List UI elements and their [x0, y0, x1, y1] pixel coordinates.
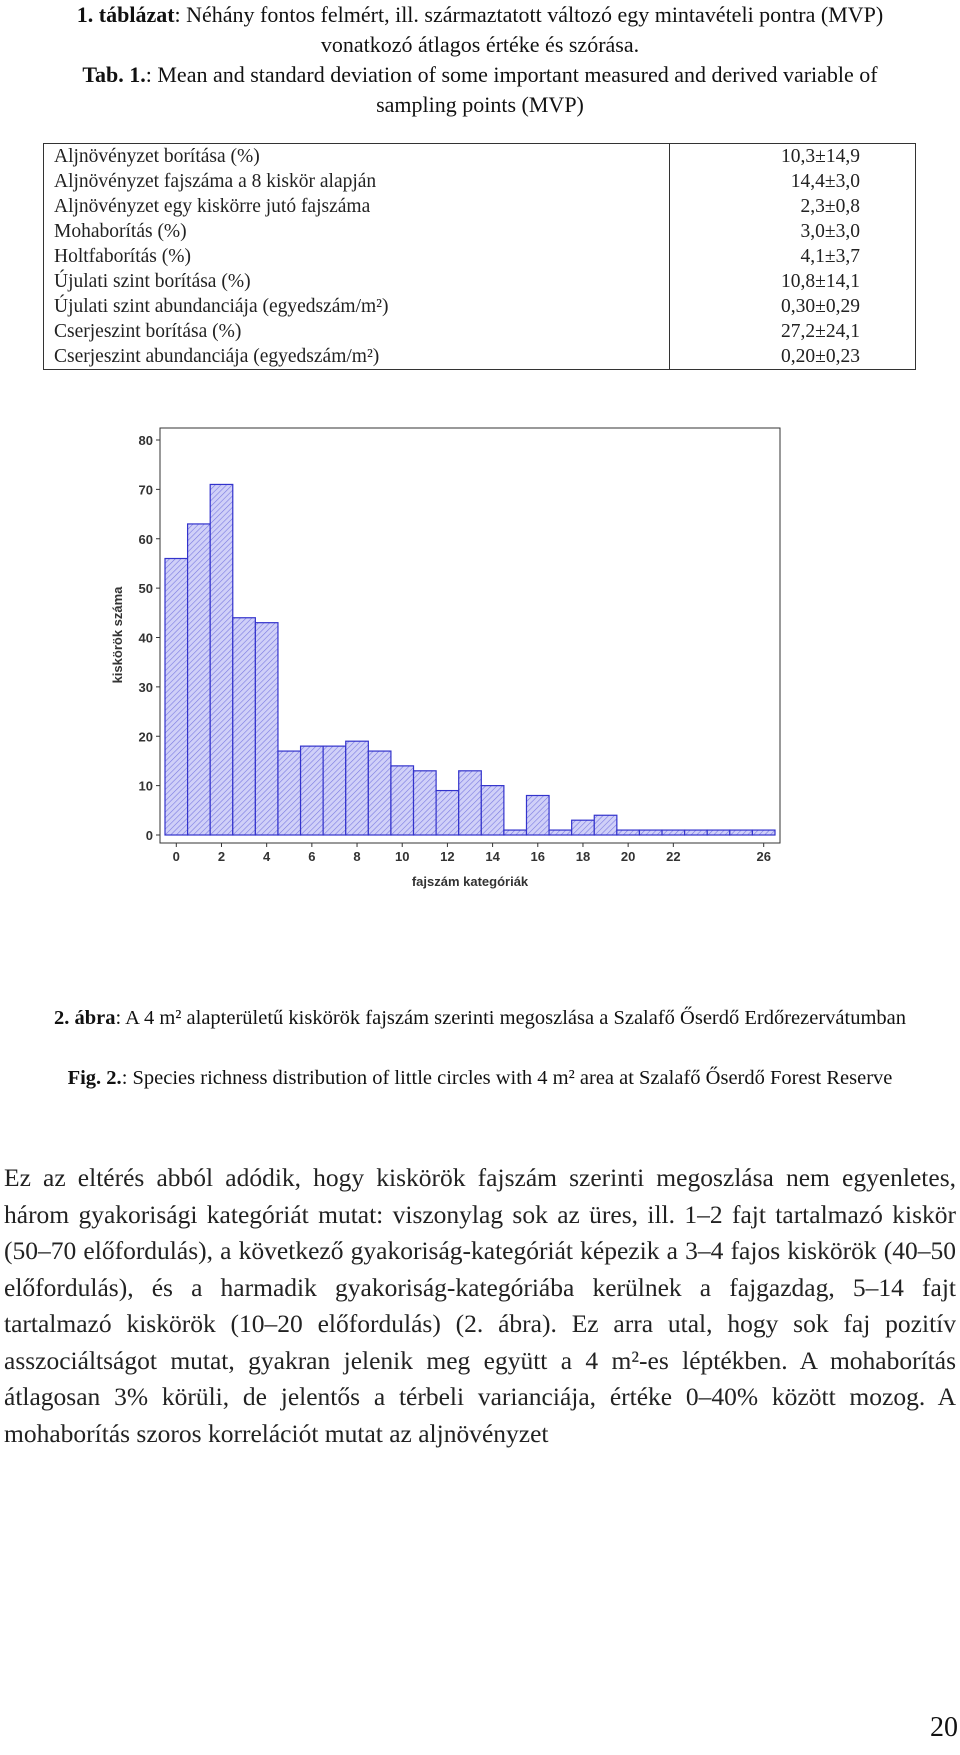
- x-tick-label: 20: [621, 849, 635, 864]
- table-row: Aljnövényzet egy kiskörre jutó fajszáma 2…: [43, 194, 916, 219]
- body-paragraph: Ez az eltérés abból adódik, hogy kiskörö…: [4, 1163, 956, 1448]
- table-row: Cserjeszint abundanciája (egyedszám/m²) 0…: [43, 344, 916, 370]
- y-tick-label: 40: [139, 631, 153, 646]
- table-row: Aljnövényzet borítása (%) 10,3±14,9: [43, 143, 916, 169]
- page-number: 20: [930, 1712, 958, 1743]
- histogram-bar: [729, 829, 754, 836]
- histogram-bar: [345, 740, 369, 836]
- histogram-bar: [661, 829, 686, 836]
- histogram-bar: [186, 523, 211, 836]
- histogram-bar: [571, 819, 595, 836]
- table-cell-label: Aljnövényzet fajszáma a 8 kiskör alapján: [43, 169, 670, 194]
- table-cell-label: Mohaborítás (%): [43, 219, 670, 244]
- table-cell-value: 10,8±14,1: [669, 269, 916, 294]
- x-tick-label: 6: [308, 849, 315, 864]
- table-cell-label: Újulati szint borítása (%): [43, 269, 670, 294]
- y-tick-label: 0: [146, 828, 153, 843]
- histogram-bar: [593, 814, 618, 836]
- histogram-bar: [299, 745, 324, 836]
- table-row: Újulati szint abundanciája (egyedszám/m²…: [43, 294, 916, 319]
- histogram-bar: [435, 789, 460, 836]
- figure-caption-hungarian: 2. ábra: A 4 m² alapterületű kiskörök fa…: [40, 1003, 920, 1033]
- statistics-table: Aljnövényzet borítása (%) 10,3±14,9 Aljnöv…: [43, 143, 916, 370]
- figure-caption-hu-label: 2. ábra: [53, 1007, 116, 1029]
- y-tick-label: 70: [139, 482, 153, 497]
- table-cell-label: Aljnövényzet egy kiskörre jutó fajszáma: [43, 194, 670, 219]
- table-cell-value: 0,20±0,23: [669, 344, 916, 370]
- histogram-bar: [751, 829, 776, 836]
- histogram-bar: [616, 829, 641, 836]
- table-cell-value: 0,30±0,29: [669, 294, 916, 319]
- table-cell-value: 3,0±3,0: [669, 219, 916, 244]
- table-row: Cserjeszint borítása (%) 27,2±24,1: [43, 319, 916, 344]
- y-tick-label: 10: [139, 779, 153, 794]
- y-tick-label: 50: [139, 581, 153, 596]
- table-row: Mohaborítás (%) 3,0±3,0: [43, 219, 916, 244]
- histogram-bar: [277, 750, 302, 836]
- x-tick-label: 16: [531, 849, 545, 864]
- table-cell-value: 10,3±14,9: [669, 143, 916, 169]
- table-cell-label: Aljnövényzet borítása (%): [43, 143, 670, 169]
- table-cell-label: Újulati szint abundanciája (egyedszám/m²…: [43, 294, 670, 319]
- histogram-bar: [209, 483, 234, 836]
- y-tick-label: 60: [139, 532, 153, 547]
- histogram-bar: [684, 829, 708, 836]
- table-cell-label: Cserjeszint abundanciája (egyedszám/m²): [43, 344, 670, 370]
- histogram-bar: [548, 829, 573, 836]
- table-caption-en-label: Tab. 1.: [82, 62, 146, 87]
- x-tick-label: 2: [218, 849, 225, 864]
- figure-caption-english: Fig. 2.: Species richness distribution o…: [40, 1063, 920, 1093]
- x-tick-label: 18: [576, 849, 590, 864]
- x-tick-label: 22: [666, 849, 680, 864]
- table-cell-label: Cserjeszint borítása (%): [43, 319, 670, 344]
- y-tick-label: 30: [139, 680, 153, 695]
- table-caption-hu-text: : Néhány fontos felmért, ill. származtat…: [174, 2, 884, 57]
- table-row: Holtfaborítás (%) 4,1±3,7: [43, 244, 916, 269]
- figure-caption-en-label: Fig. 2.: [67, 1067, 122, 1089]
- figure-caption-en-text: : Species richness distribution of littl…: [121, 1067, 893, 1089]
- figure-caption-hu-text: : A 4 m² alapterületű kiskörök fajszám s…: [115, 1007, 907, 1029]
- table-caption-english: Tab. 1.: Mean and standard deviation of …: [40, 60, 920, 120]
- table-row: Aljnövényzet fajszáma a 8 kiskör alapján…: [43, 169, 916, 194]
- histogram-bar: [638, 829, 663, 836]
- x-tick-label: 10: [395, 849, 409, 864]
- x-tick-label: 26: [756, 849, 770, 864]
- table-caption-en-text: : Mean and standard deviation of some im…: [145, 62, 878, 117]
- histogram-bar: [525, 794, 550, 836]
- y-tick-label: 80: [139, 433, 153, 448]
- histogram-bar: [706, 829, 731, 836]
- x-tick-label: 8: [353, 849, 360, 864]
- table-cell-value: 27,2±24,1: [669, 319, 916, 344]
- histogram-bar: [390, 765, 415, 836]
- histogram-bar: [322, 745, 347, 836]
- histogram-bar: [503, 829, 528, 836]
- x-tick-label: 0: [173, 849, 180, 864]
- histogram-bar: [254, 622, 279, 836]
- table-cell-value: 2,3±0,8: [669, 194, 916, 219]
- histogram-bar: [480, 785, 505, 836]
- table-cell-value: 14,4±3,0: [669, 169, 916, 194]
- histogram-bar: [232, 617, 256, 836]
- x-tick-label: 14: [485, 849, 500, 864]
- histogram-bar: [412, 770, 437, 836]
- histogram-bar: [458, 770, 482, 836]
- x-axis-label: fajszám kategóriák: [412, 874, 529, 889]
- histogram-bar: [367, 750, 392, 836]
- table-cell-value: 4,1±3,7: [669, 244, 916, 269]
- table-row: Újulati szint borítása (%) 10,8±14,1: [43, 269, 916, 294]
- table-cell-label: Holtfaborítás (%): [43, 244, 670, 269]
- histogram-bar: [164, 557, 189, 836]
- x-tick-label: 4: [263, 849, 271, 864]
- y-axis-label: kiskörök száma: [110, 586, 125, 684]
- table-caption-hungarian: 1. táblázat: Néhány fontos felmért, ill.…: [40, 0, 920, 60]
- x-tick-label: 12: [440, 849, 454, 864]
- table-caption-hu-label: 1. táblázat: [76, 2, 175, 27]
- y-tick-label: 20: [139, 729, 153, 744]
